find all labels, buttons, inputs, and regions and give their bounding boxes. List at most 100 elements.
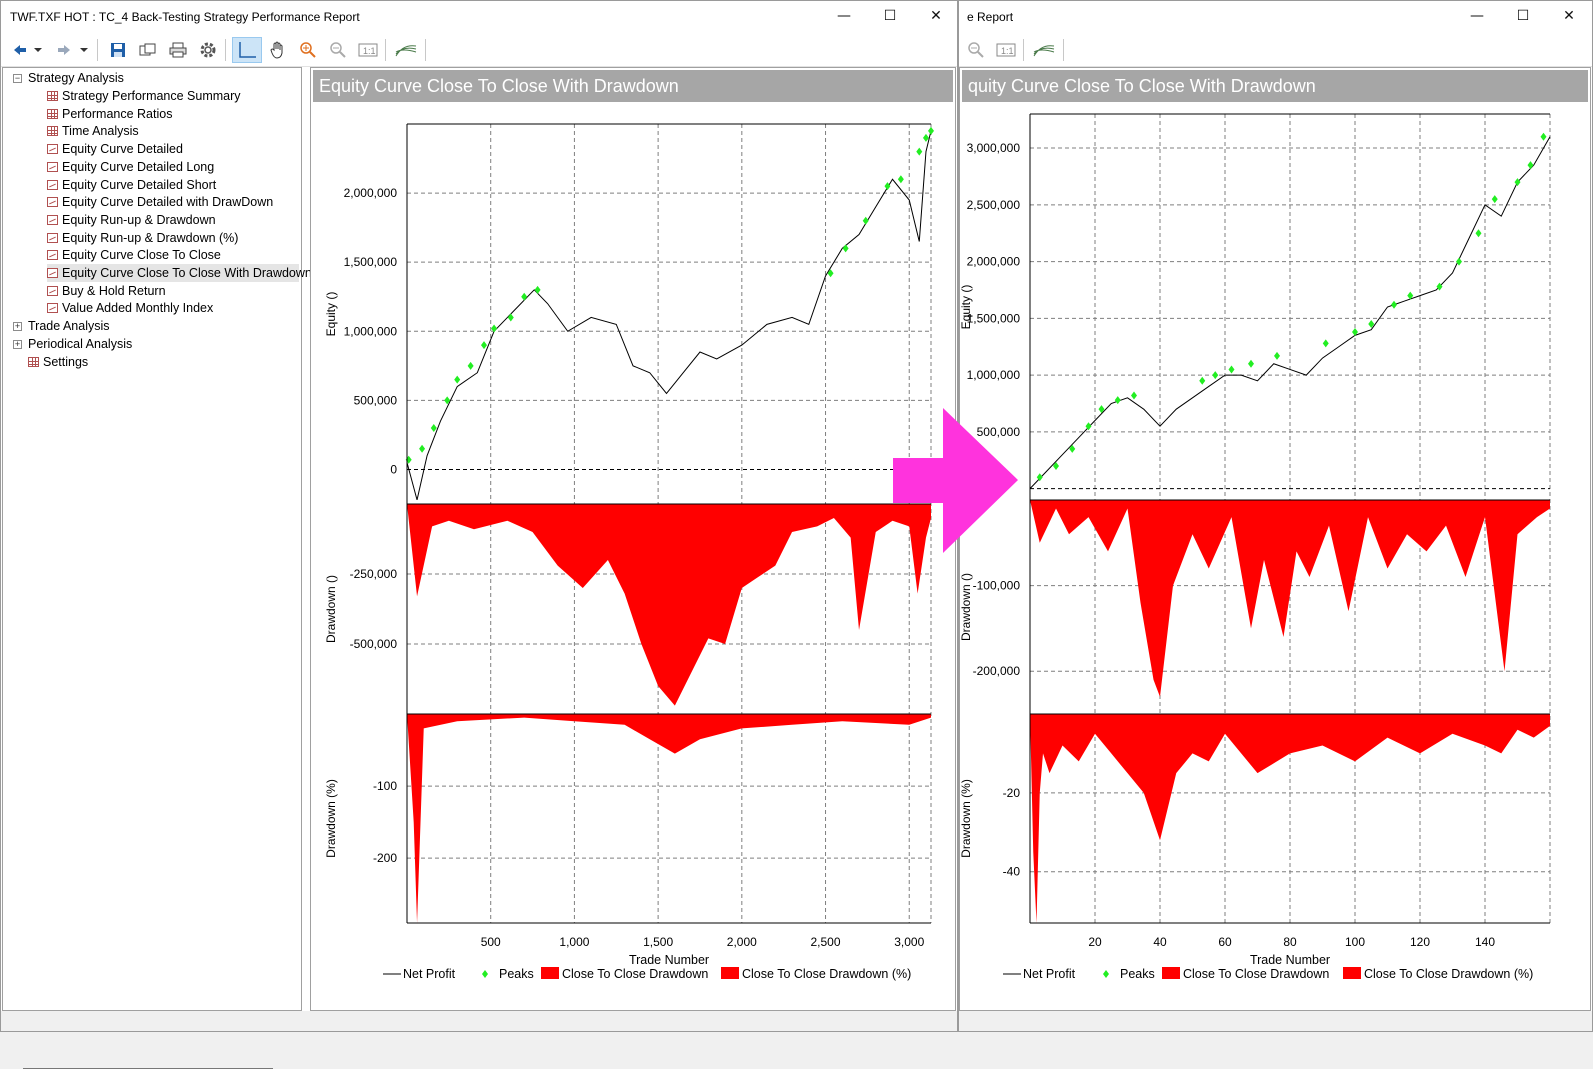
expand-icon[interactable]: + [13,321,22,331]
expand-icon[interactable]: + [13,339,22,349]
equity-chart[interactable]: 20 40 60 80 100 120 140 3,000,000 2,500,000 2,000… [960,68,1591,998]
tree-item[interactable]: Equity Curve Detailed Long [47,158,299,176]
toolbar-separator [385,39,386,61]
legend-area-swatch [1343,967,1361,979]
y-tick-label: -100 [373,779,397,793]
legend-label: Close To Close Drawdown (%) [1364,967,1533,981]
tree-item[interactable]: Time Analysis [47,122,299,140]
line-chart-icon [47,232,58,243]
print-icon[interactable] [165,37,191,63]
y-tick-label: 1,500,000 [967,311,1021,325]
copy-icon[interactable] [135,37,161,63]
tree-item[interactable]: Buy & Hold Return [47,282,299,300]
peak-marker [1514,178,1521,187]
equity-chart[interactable]: 500 1,000 1,500 2,000 2,500 3,000 2,000,000 1,5… [311,68,956,998]
dropdown-icon[interactable] [31,37,45,63]
close-button[interactable]: ✕ [1563,8,1575,24]
zoom-out-icon[interactable] [325,37,351,63]
x-tick-label: 2,500 [811,935,841,949]
y-tick-label: 2,000,000 [967,255,1021,269]
zoom-out-icon[interactable] [963,37,989,63]
peak-marker [916,147,923,156]
tree-node-periodical-analysis[interactable]: Periodical Analysis [28,335,132,353]
dropdown-icon[interactable] [77,37,91,63]
y-tick-label: -20 [1003,786,1021,800]
tree-item[interactable]: Equity Curve Detailed Short [47,176,299,194]
legend-label: Net Profit [1023,967,1076,981]
y-tick-label: 2,000,000 [344,186,398,200]
y-axis-label: Equity () [960,285,973,330]
tree-item-label: Equity Curve Close To Close [62,248,221,263]
tree-item[interactable]: Equity Run-up & Drawdown [47,211,299,229]
zoom-in-icon[interactable] [295,37,321,63]
table-icon [47,108,58,119]
settings-gear-icon[interactable] [195,37,221,63]
chart-style-icon[interactable] [393,37,419,63]
pan-hand-icon[interactable] [265,37,291,63]
peak-marker [454,375,461,384]
peak-marker [507,313,514,322]
tree-item[interactable]: Equity Curve Detailed with DrawDown [47,193,299,211]
peak-marker [1098,405,1105,414]
tree-node-trade-analysis[interactable]: Trade Analysis [28,317,110,335]
status-bar [1,1011,957,1031]
forward-arrow-icon[interactable] [51,37,77,63]
tree-item-label: Time Analysis [62,124,139,139]
y-tick-label: 1,000,000 [967,368,1021,382]
toolbar-separator [97,39,98,61]
tree-item[interactable]: Strategy Performance Summary [47,87,299,105]
x-tick-label: 40 [1153,935,1167,949]
maximize-button[interactable]: ☐ [883,8,897,24]
save-icon[interactable] [105,37,131,63]
tree-item[interactable]: Equity Run-up & Drawdown (%) [47,229,299,247]
peak-marker [1248,359,1254,368]
peak-marker [1085,422,1092,431]
peak-marker [1322,339,1329,348]
peak-marker [521,292,528,301]
peak-marker [430,424,437,432]
y-tick-label: 1,500,000 [344,255,398,269]
tree-item[interactable]: Equity Curve Close To Close With Drawdow… [47,264,312,282]
back-arrow-icon[interactable] [7,37,33,63]
crosshair-icon[interactable] [232,37,262,63]
toolbar-separator [225,39,226,61]
peak-marker [842,244,849,253]
x-tick-label: 60 [1218,935,1232,949]
peak-marker [928,126,934,135]
toolbar-separator [1023,39,1024,61]
tree-item-label: Buy & Hold Return [62,283,166,298]
tree-item[interactable]: Equity Curve Detailed [47,140,299,158]
x-tick-label: 2,000 [727,935,757,949]
zoom-reset-icon[interactable]: 1:1 [993,37,1019,63]
collapse-icon[interactable]: − [13,73,22,83]
drawdown-pct-area [1030,714,1550,923]
tree-item-label: Equity Run-up & Drawdown (%) [62,230,239,245]
toolbar: 1:1 [1,33,957,67]
tree-item[interactable]: Equity Curve Close To Close [47,246,299,264]
tree-node-label: Periodical Analysis [28,337,133,351]
x-tick-label: 20 [1088,935,1102,949]
x-tick-label: 500 [481,935,501,949]
peak-marker [1036,473,1043,482]
tree-item[interactable]: Value Added Monthly Index [47,299,299,317]
peak-marker [862,216,869,225]
tree-item[interactable]: Performance Ratios [47,105,299,123]
x-axis-label: Trade Number [1250,953,1330,967]
maximize-button[interactable]: ☐ [1516,8,1530,24]
tree-node-settings[interactable]: Settings [28,353,88,371]
peak-marker [1491,195,1498,204]
drawdown-area [1030,500,1550,697]
line-chart-icon [47,214,58,225]
close-button[interactable]: ✕ [930,8,942,24]
minimize-button[interactable]: — [1470,8,1484,24]
tree-node-strategy-analysis[interactable]: Strategy Analysis [28,69,124,87]
peak-marker [481,341,488,350]
right-report-window: e Report — ☐ ✕ 1:1 quity Curve Close To … [958,0,1593,1032]
peak-marker [1436,282,1443,291]
chart-style-icon[interactable] [1031,37,1057,63]
y-tick-label: -200,000 [973,664,1021,678]
chart-title: Equity Curve Close To Close With Drawdow… [313,70,953,102]
minimize-button[interactable]: — [837,8,851,24]
zoom-reset-icon[interactable]: 1:1 [355,37,381,63]
peak-marker [884,182,891,191]
